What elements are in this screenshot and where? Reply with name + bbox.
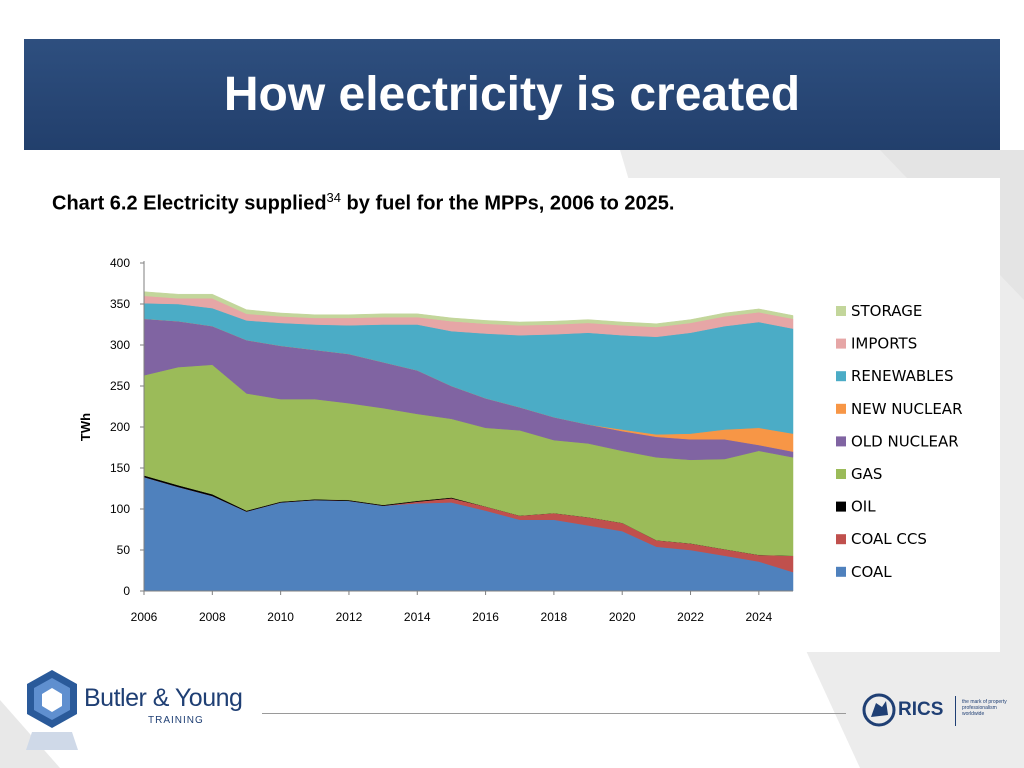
partner-tagline: the mark of property professionalism wor…: [962, 699, 1007, 717]
x-tick-label: 2012: [336, 610, 363, 624]
title-bar: How electricity is created: [24, 39, 1000, 150]
legend-swatch: [836, 534, 846, 545]
y-tick-label: 400: [110, 256, 130, 270]
legend-swatch: [836, 306, 846, 316]
area-storage: [143, 291, 794, 328]
y-tick-label: 350: [110, 297, 130, 311]
legend-label: NEW NUCLEAR: [851, 400, 963, 418]
legend-swatch: [836, 371, 846, 382]
partner-separator: [955, 696, 956, 726]
legend-swatch: [836, 501, 846, 512]
x-tick-label: 2006: [131, 610, 158, 624]
chart-title-main: Chart 6.2 Electricity supplied: [52, 192, 327, 215]
y-tick-label: 0: [123, 584, 130, 598]
legend-swatch: [836, 469, 846, 479]
chart-title: Chart 6.2 Electricity supplied34 by fuel…: [52, 190, 674, 216]
x-tick-label: 2014: [404, 610, 431, 624]
rics-logo-icon: [862, 693, 896, 727]
y-axis-label: TWh: [78, 413, 93, 441]
chart-title-rest: by fuel for the MPPs, 2006 to 2025.: [341, 192, 675, 215]
y-tick-label: 150: [110, 461, 130, 475]
legend-swatch: [836, 436, 846, 447]
y-tick-label: 100: [110, 502, 130, 516]
x-tick-label: 2010: [267, 610, 294, 624]
y-tick-label: 200: [110, 420, 130, 434]
chart-title-footnote: 34: [326, 190, 341, 205]
legend-label: OLD NUCLEAR: [851, 432, 959, 450]
y-tick-label: 250: [110, 379, 130, 393]
legend-swatch: [836, 403, 846, 414]
legend-label: OIL: [851, 498, 876, 516]
y-tick-label: 50: [117, 543, 131, 557]
legend-swatch: [836, 566, 846, 577]
legend-label: GAS: [851, 465, 882, 483]
footer-divider: [262, 713, 846, 714]
legend-swatch: [836, 338, 846, 349]
brand-name: Butler & Young: [84, 684, 243, 712]
partner-name: RICS: [898, 699, 944, 720]
legend-label: COAL: [851, 563, 892, 581]
legend-label: COAL CCS: [851, 530, 927, 548]
legend-label: RENEWABLES: [851, 367, 954, 385]
x-tick-label: 2018: [541, 610, 568, 624]
x-tick-label: 2022: [677, 610, 704, 624]
legend-label: IMPORTS: [851, 335, 917, 353]
y-tick-label: 300: [110, 338, 130, 352]
stacked-area-chart: 0 50 100 150 200 250 300 350 400 2006 2008 2010 2012…: [78, 256, 963, 624]
legend-label: STORAGE: [851, 302, 922, 320]
slide-title: How electricity is created: [223, 68, 801, 121]
butler-young-logo-icon: [26, 670, 78, 750]
brand-subtitle: TRAINING: [148, 715, 204, 726]
x-tick-label: 2020: [609, 610, 636, 624]
x-tick-label: 2008: [199, 610, 226, 624]
x-tick-label: 2024: [745, 610, 772, 624]
x-tick-label: 2016: [472, 610, 499, 624]
